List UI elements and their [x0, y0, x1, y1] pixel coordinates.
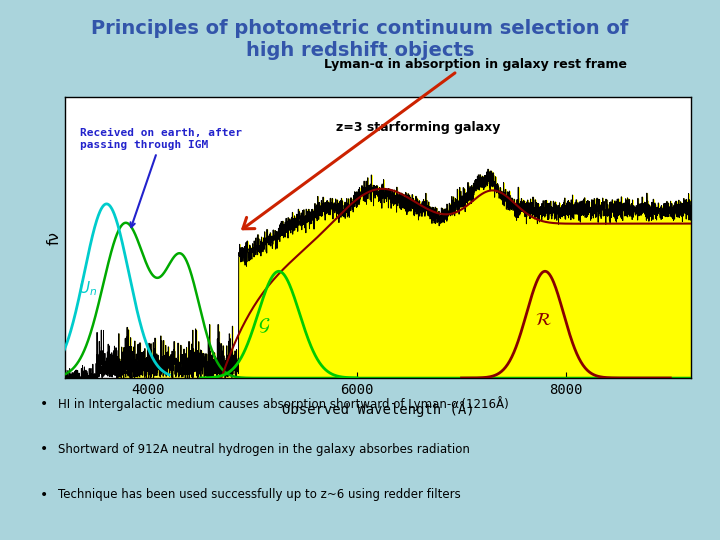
Text: $U_n$: $U_n$ — [78, 280, 97, 299]
Text: Lyman-α in absorption in galaxy rest frame: Lyman-α in absorption in galaxy rest fra… — [324, 58, 626, 71]
X-axis label: Observed Wavelength (Å): Observed Wavelength (Å) — [282, 401, 474, 417]
Text: z=3 starforming galaxy: z=3 starforming galaxy — [336, 121, 500, 134]
Text: $\mathcal{G}$: $\mathcal{G}$ — [258, 316, 271, 335]
Text: Shortward of 912A neutral hydrogen in the galaxy absorbes radiation: Shortward of 912A neutral hydrogen in th… — [58, 443, 469, 456]
Text: Received on earth, after
passing through IGM: Received on earth, after passing through… — [81, 128, 243, 227]
Text: Principles of photometric continuum selection of: Principles of photometric continuum sele… — [91, 19, 629, 38]
Y-axis label: fν: fν — [47, 231, 62, 245]
Text: •: • — [40, 397, 48, 411]
Text: •: • — [40, 488, 48, 502]
Text: HI in Intergalactic medium causes absorption shortward of Lyman-α (1216Å): HI in Intergalactic medium causes absorp… — [58, 396, 508, 411]
Text: •: • — [40, 442, 48, 456]
Text: Technique has been used successfully up to z~6 using redder filters: Technique has been used successfully up … — [58, 488, 460, 501]
Text: high redshift objects: high redshift objects — [246, 40, 474, 59]
Text: $\mathcal{R}$: $\mathcal{R}$ — [534, 310, 552, 329]
